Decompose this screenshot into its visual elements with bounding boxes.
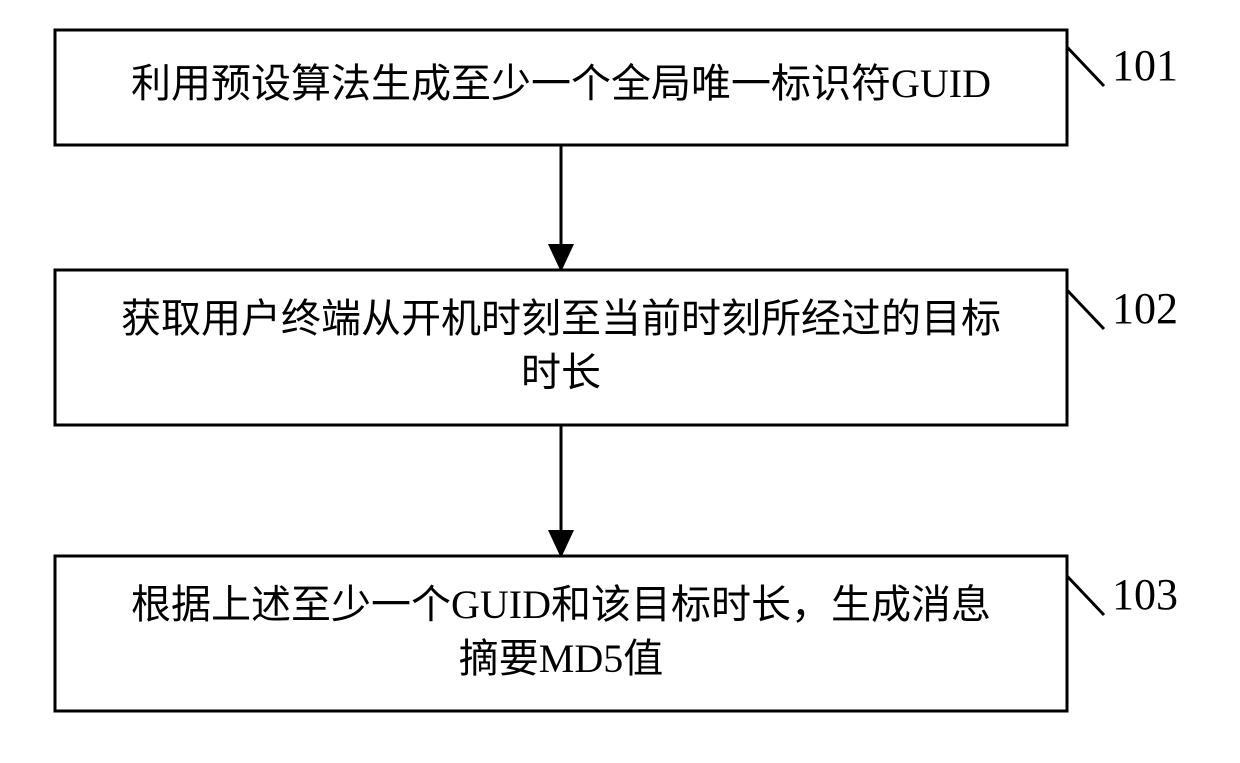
- flow-node-103-text-line1: 根据上述至少一个GUID和该目标时长，生成消息: [131, 582, 991, 627]
- flowchart-canvas: 利用预设算法生成至少一个全局唯一标识符GUID 101 获取用户终端从开机时刻至…: [0, 0, 1240, 763]
- flow-edge-1-2: [548, 145, 574, 272]
- flow-node-102-label-tick: [1067, 290, 1104, 329]
- flow-node-101-label-tick: [1067, 47, 1104, 86]
- flow-node-102-text-line1: 获取用户终端从开机时刻至当前时刻所经过的目标: [121, 296, 1001, 341]
- flow-node-102: 获取用户终端从开机时刻至当前时刻所经过的目标 时长 102: [55, 270, 1178, 425]
- flow-node-103-box: [55, 556, 1067, 711]
- flow-node-101: 利用预设算法生成至少一个全局唯一标识符GUID 101: [55, 30, 1178, 145]
- flow-node-103-label-tick: [1067, 576, 1104, 615]
- flow-node-101-text: 利用预设算法生成至少一个全局唯一标识符GUID: [131, 61, 991, 106]
- flow-node-101-label: 101: [1112, 41, 1178, 90]
- flow-node-102-box: [55, 270, 1067, 425]
- flow-node-102-text-line2: 时长: [521, 350, 601, 395]
- flow-node-102-label: 102: [1112, 284, 1178, 333]
- flow-node-103-text-line2: 摘要MD5值: [459, 636, 663, 681]
- flow-node-103: 根据上述至少一个GUID和该目标时长，生成消息 摘要MD5值 103: [55, 556, 1178, 711]
- flow-edge-2-3: [548, 425, 574, 558]
- flow-node-103-label: 103: [1112, 570, 1178, 619]
